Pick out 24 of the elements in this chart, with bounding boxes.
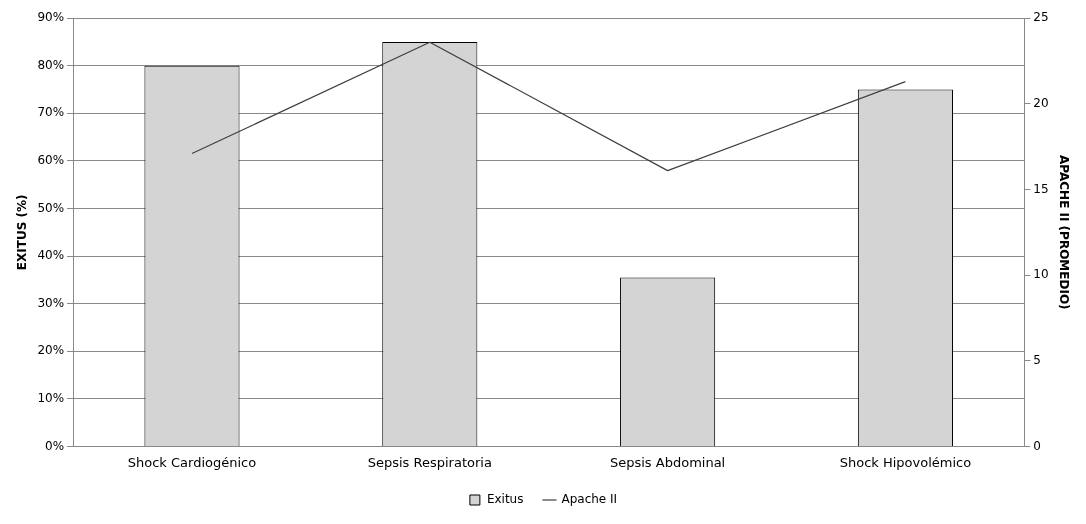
y-tick-label: 80%	[37, 57, 65, 72]
y-tick-label: 10%	[37, 390, 65, 405]
y-tick-label: 0%	[45, 438, 65, 453]
y2-tick-label: 25	[1033, 10, 1049, 25]
y2-tick-label: 10	[1033, 267, 1049, 282]
y-tick-label: 40%	[37, 248, 65, 263]
y-axis-title: EXITUS (%)	[15, 194, 30, 271]
x-tick-label: Sepsis Abdominal	[609, 454, 726, 470]
y2-tick-label: 5	[1033, 352, 1041, 367]
y-tick-label: 20%	[37, 343, 65, 358]
legend-label: Apache II	[561, 492, 618, 507]
x-tick-label: Shock Cardiogénico	[127, 454, 257, 470]
legend-label: Exitus	[486, 492, 524, 507]
y2-tick-label: 15	[1033, 181, 1049, 196]
x-tick-label: Shock Hipovolémico	[839, 454, 972, 470]
y2-axis-title: APACHE II (PROMEDIO)	[1056, 155, 1071, 310]
x-tick-label: Sepsis Respiratoria	[367, 454, 492, 470]
y-tick-label: 50%	[37, 200, 65, 215]
y-tick-label: 70%	[37, 105, 65, 120]
y-tick-label: 60%	[37, 153, 65, 168]
y-tick-label: 30%	[37, 295, 65, 310]
y2-tick-label: 20	[1033, 95, 1049, 110]
y-tick-label: 90%	[37, 10, 65, 25]
y2-tick-label: 0	[1033, 438, 1041, 453]
